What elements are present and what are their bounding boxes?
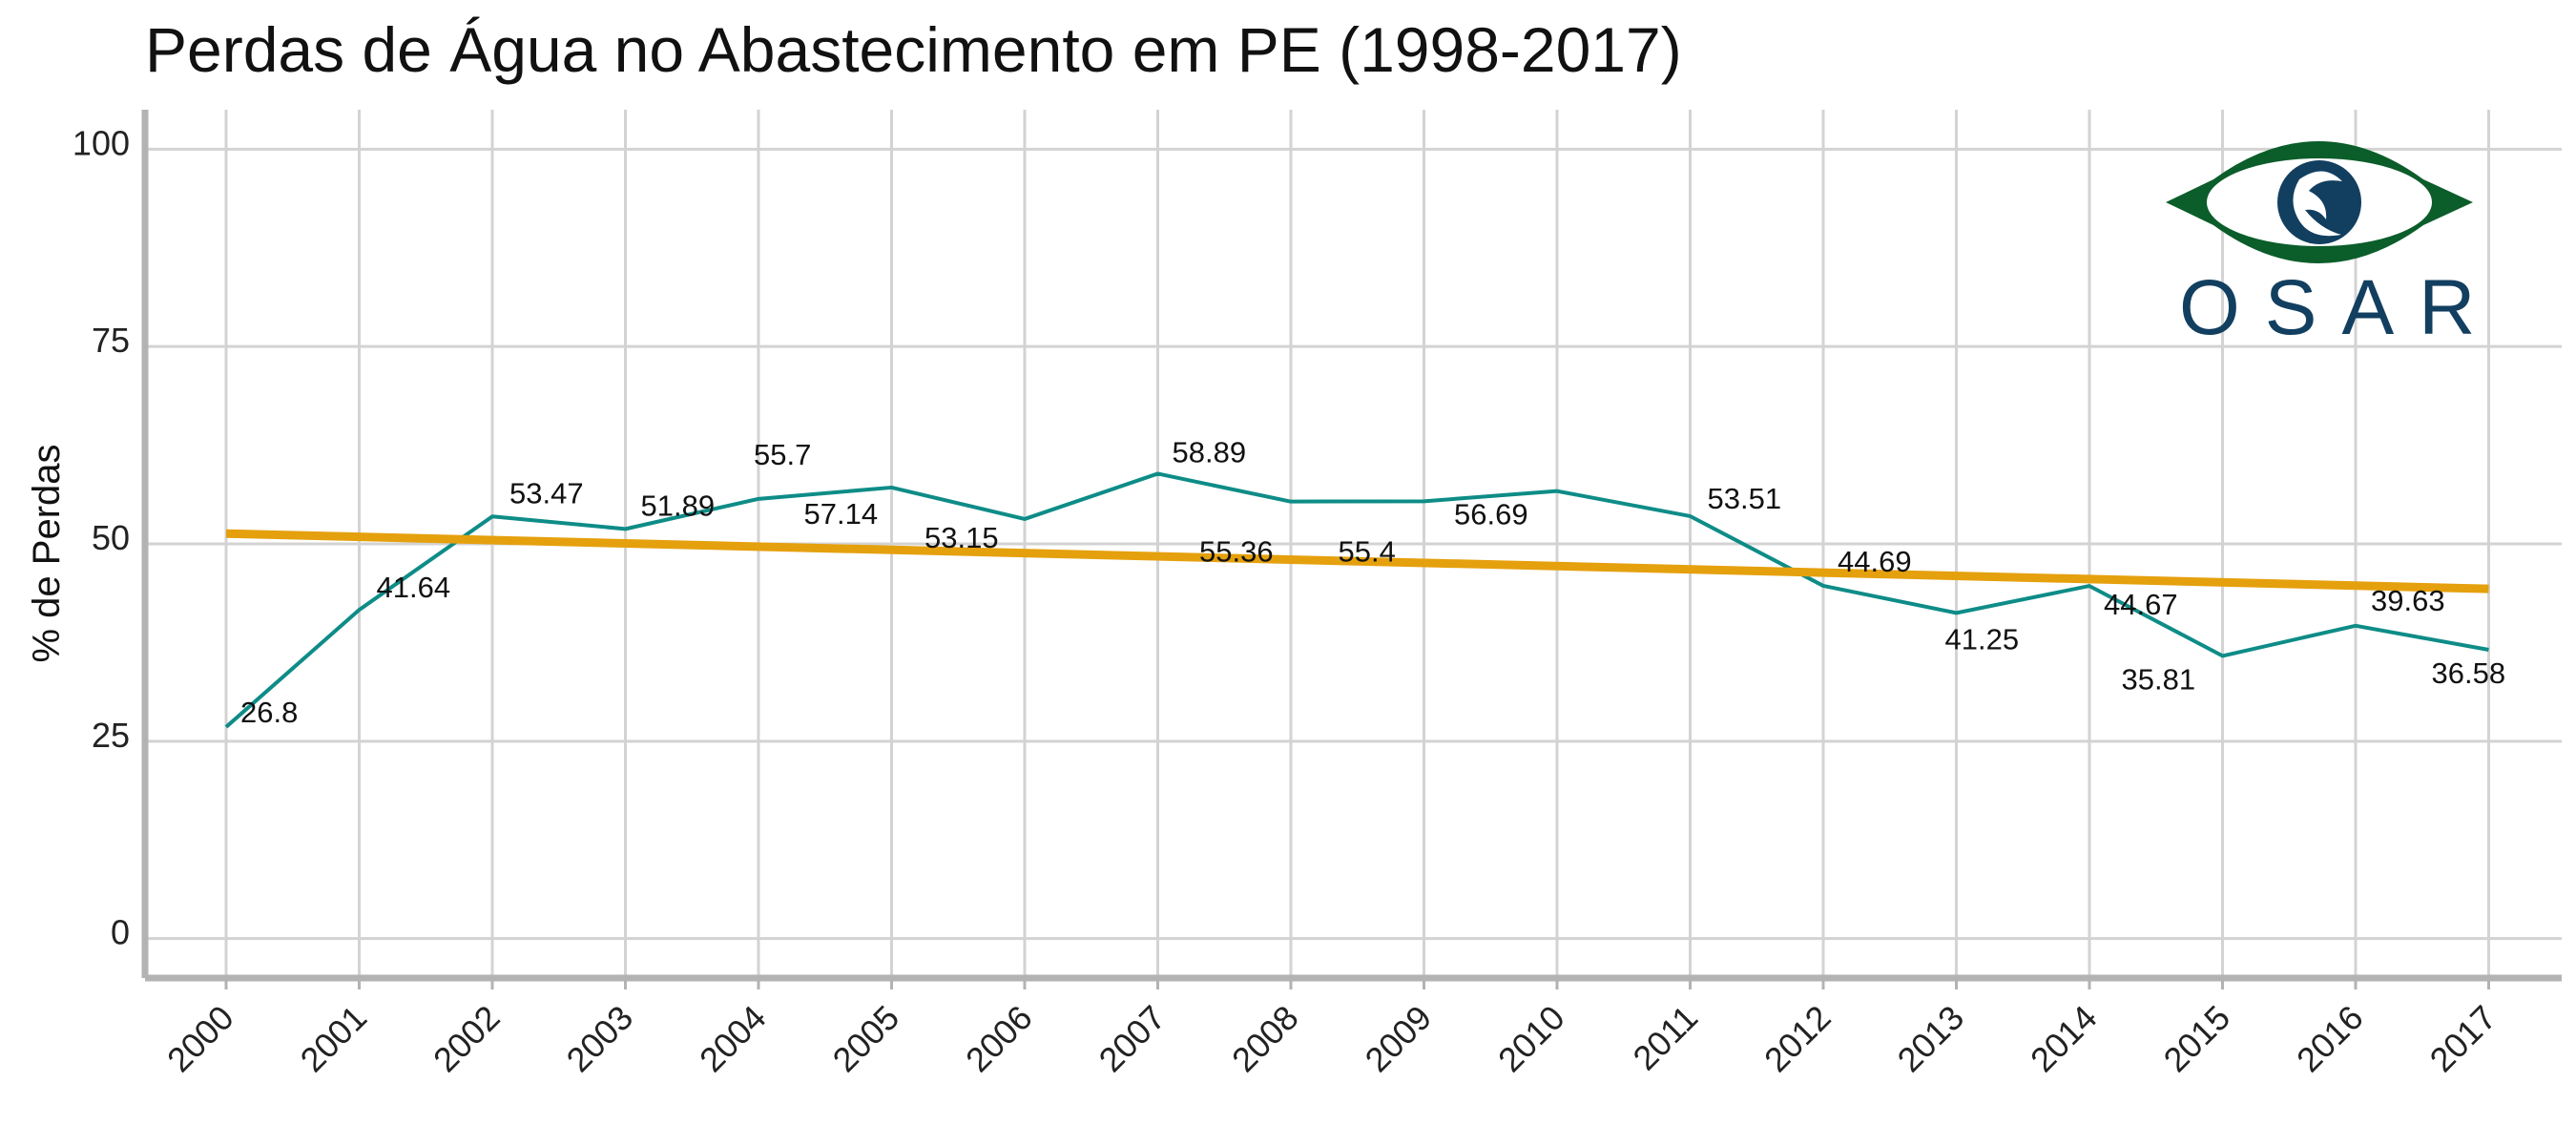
x-tick-label: 2007 [1091, 998, 1174, 1080]
x-tick-label: 2012 [1756, 998, 1839, 1080]
trend-layer [225, 529, 2489, 593]
x-tick-label: 2008 [1224, 998, 1306, 1080]
chart-title: Perdas de Água no Abastecimento em PE (1… [145, 14, 1682, 85]
x-tick-label: 2003 [559, 998, 641, 1080]
x-tick-label: 2017 [2422, 998, 2504, 1080]
series-line [224, 471, 2489, 729]
data-label: 53.15 [924, 521, 999, 554]
osar-logo: OSAR [2166, 141, 2500, 351]
data-label: 51.89 [641, 489, 716, 522]
data-label: 36.58 [2432, 656, 2506, 690]
data-label: 57.14 [804, 497, 879, 531]
x-tick-label: 2000 [159, 998, 241, 1080]
x-tick-labels: 2000 2001 2002 2003 2004 2005 2006 2007 2008 2009… [159, 978, 2503, 1079]
data-label: 55.36 [1199, 535, 1274, 569]
x-tick-label: 2009 [1358, 998, 1440, 1080]
logo-text: OSAR [2179, 264, 2500, 351]
x-tick-label: 2001 [293, 998, 375, 1080]
x-tick-label: 2016 [2289, 998, 2371, 1080]
x-tick-label: 2010 [1490, 998, 1572, 1080]
x-tick-label: 2006 [958, 998, 1040, 1080]
y-tick-label: 100 [73, 123, 130, 162]
x-tick-label: 2005 [825, 998, 907, 1080]
data-label: 58.89 [1173, 435, 1247, 468]
y-tick-label: 75 [92, 321, 130, 360]
data-label: 44.69 [1838, 545, 1912, 578]
x-tick-label: 2004 [692, 998, 774, 1080]
data-label: 53.47 [509, 476, 584, 510]
y-tick-labels: 0 25 50 75 100 [73, 123, 130, 951]
data-label: 55.4 [1339, 534, 1396, 568]
data-labels: 26.8 41.64 53.47 51.89 55.7 57.14 53.15 58.89 55… [240, 435, 2505, 728]
data-label: 41.64 [377, 571, 451, 604]
data-label: 35.81 [2122, 662, 2196, 696]
y-tick-label: 25 [92, 716, 130, 755]
data-label: 44.67 [2104, 588, 2178, 621]
series-layer [224, 471, 2489, 729]
fish-icon [2293, 171, 2342, 237]
x-tick-label: 2013 [1890, 998, 1972, 1080]
data-label: 55.7 [754, 438, 811, 471]
data-label: 41.25 [1945, 622, 2020, 656]
data-label: 53.51 [1708, 482, 1782, 515]
data-label: 39.63 [2371, 584, 2445, 617]
data-label: 26.8 [240, 696, 298, 729]
grid [145, 110, 2562, 978]
x-tick-label: 2015 [2156, 998, 2238, 1080]
x-tick-label: 2002 [426, 998, 508, 1080]
trend-line [225, 529, 2489, 593]
axes [141, 110, 2562, 982]
x-tick-label: 2014 [2023, 998, 2105, 1080]
y-tick-label: 0 [111, 913, 130, 952]
x-tick-label: 2011 [1625, 998, 1705, 1078]
data-label: 56.69 [1454, 498, 1528, 531]
y-tick-label: 50 [92, 518, 130, 557]
y-axis-label: % de Perdas [26, 444, 68, 662]
